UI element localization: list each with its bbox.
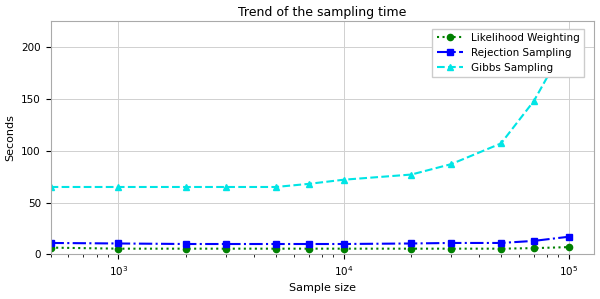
- Likelihood Weighting: [272, 247, 280, 251]
- Likelihood Weighting: [222, 247, 229, 251]
- Rejection Sampling: [530, 239, 538, 243]
- Likelihood Weighting: [565, 245, 572, 249]
- Line: Likelihood Weighting: Likelihood Weighting: [47, 244, 572, 252]
- Rejection Sampling: [565, 235, 572, 239]
- Gibbs Sampling: [115, 185, 122, 189]
- X-axis label: Sample size: Sample size: [289, 283, 356, 293]
- Likelihood Weighting: [115, 247, 122, 251]
- Rejection Sampling: [448, 241, 455, 245]
- Rejection Sampling: [222, 242, 229, 246]
- Y-axis label: Seconds: Seconds: [5, 114, 16, 161]
- Gibbs Sampling: [565, 37, 572, 41]
- Gibbs Sampling: [222, 185, 229, 189]
- Likelihood Weighting: [305, 247, 312, 251]
- Rejection Sampling: [305, 242, 312, 246]
- Title: Trend of the sampling time: Trend of the sampling time: [238, 6, 407, 19]
- Gibbs Sampling: [340, 178, 347, 181]
- Line: Gibbs Sampling: Gibbs Sampling: [47, 36, 572, 190]
- Gibbs Sampling: [305, 182, 312, 186]
- Rejection Sampling: [408, 242, 415, 245]
- Likelihood Weighting: [448, 247, 455, 251]
- Likelihood Weighting: [497, 247, 505, 251]
- Rejection Sampling: [47, 241, 54, 245]
- Gibbs Sampling: [530, 99, 538, 103]
- Rejection Sampling: [115, 242, 122, 245]
- Gibbs Sampling: [182, 185, 190, 189]
- Likelihood Weighting: [47, 246, 54, 249]
- Rejection Sampling: [497, 241, 505, 245]
- Likelihood Weighting: [340, 247, 347, 251]
- Likelihood Weighting: [182, 247, 190, 251]
- Gibbs Sampling: [408, 173, 415, 176]
- Gibbs Sampling: [448, 162, 455, 166]
- Legend: Likelihood Weighting, Rejection Sampling, Gibbs Sampling: Likelihood Weighting, Rejection Sampling…: [433, 29, 584, 77]
- Gibbs Sampling: [47, 185, 54, 189]
- Likelihood Weighting: [408, 247, 415, 251]
- Likelihood Weighting: [530, 246, 538, 250]
- Rejection Sampling: [272, 242, 280, 246]
- Rejection Sampling: [182, 242, 190, 246]
- Rejection Sampling: [340, 242, 347, 246]
- Gibbs Sampling: [497, 142, 505, 145]
- Gibbs Sampling: [272, 185, 280, 189]
- Line: Rejection Sampling: Rejection Sampling: [47, 234, 572, 247]
